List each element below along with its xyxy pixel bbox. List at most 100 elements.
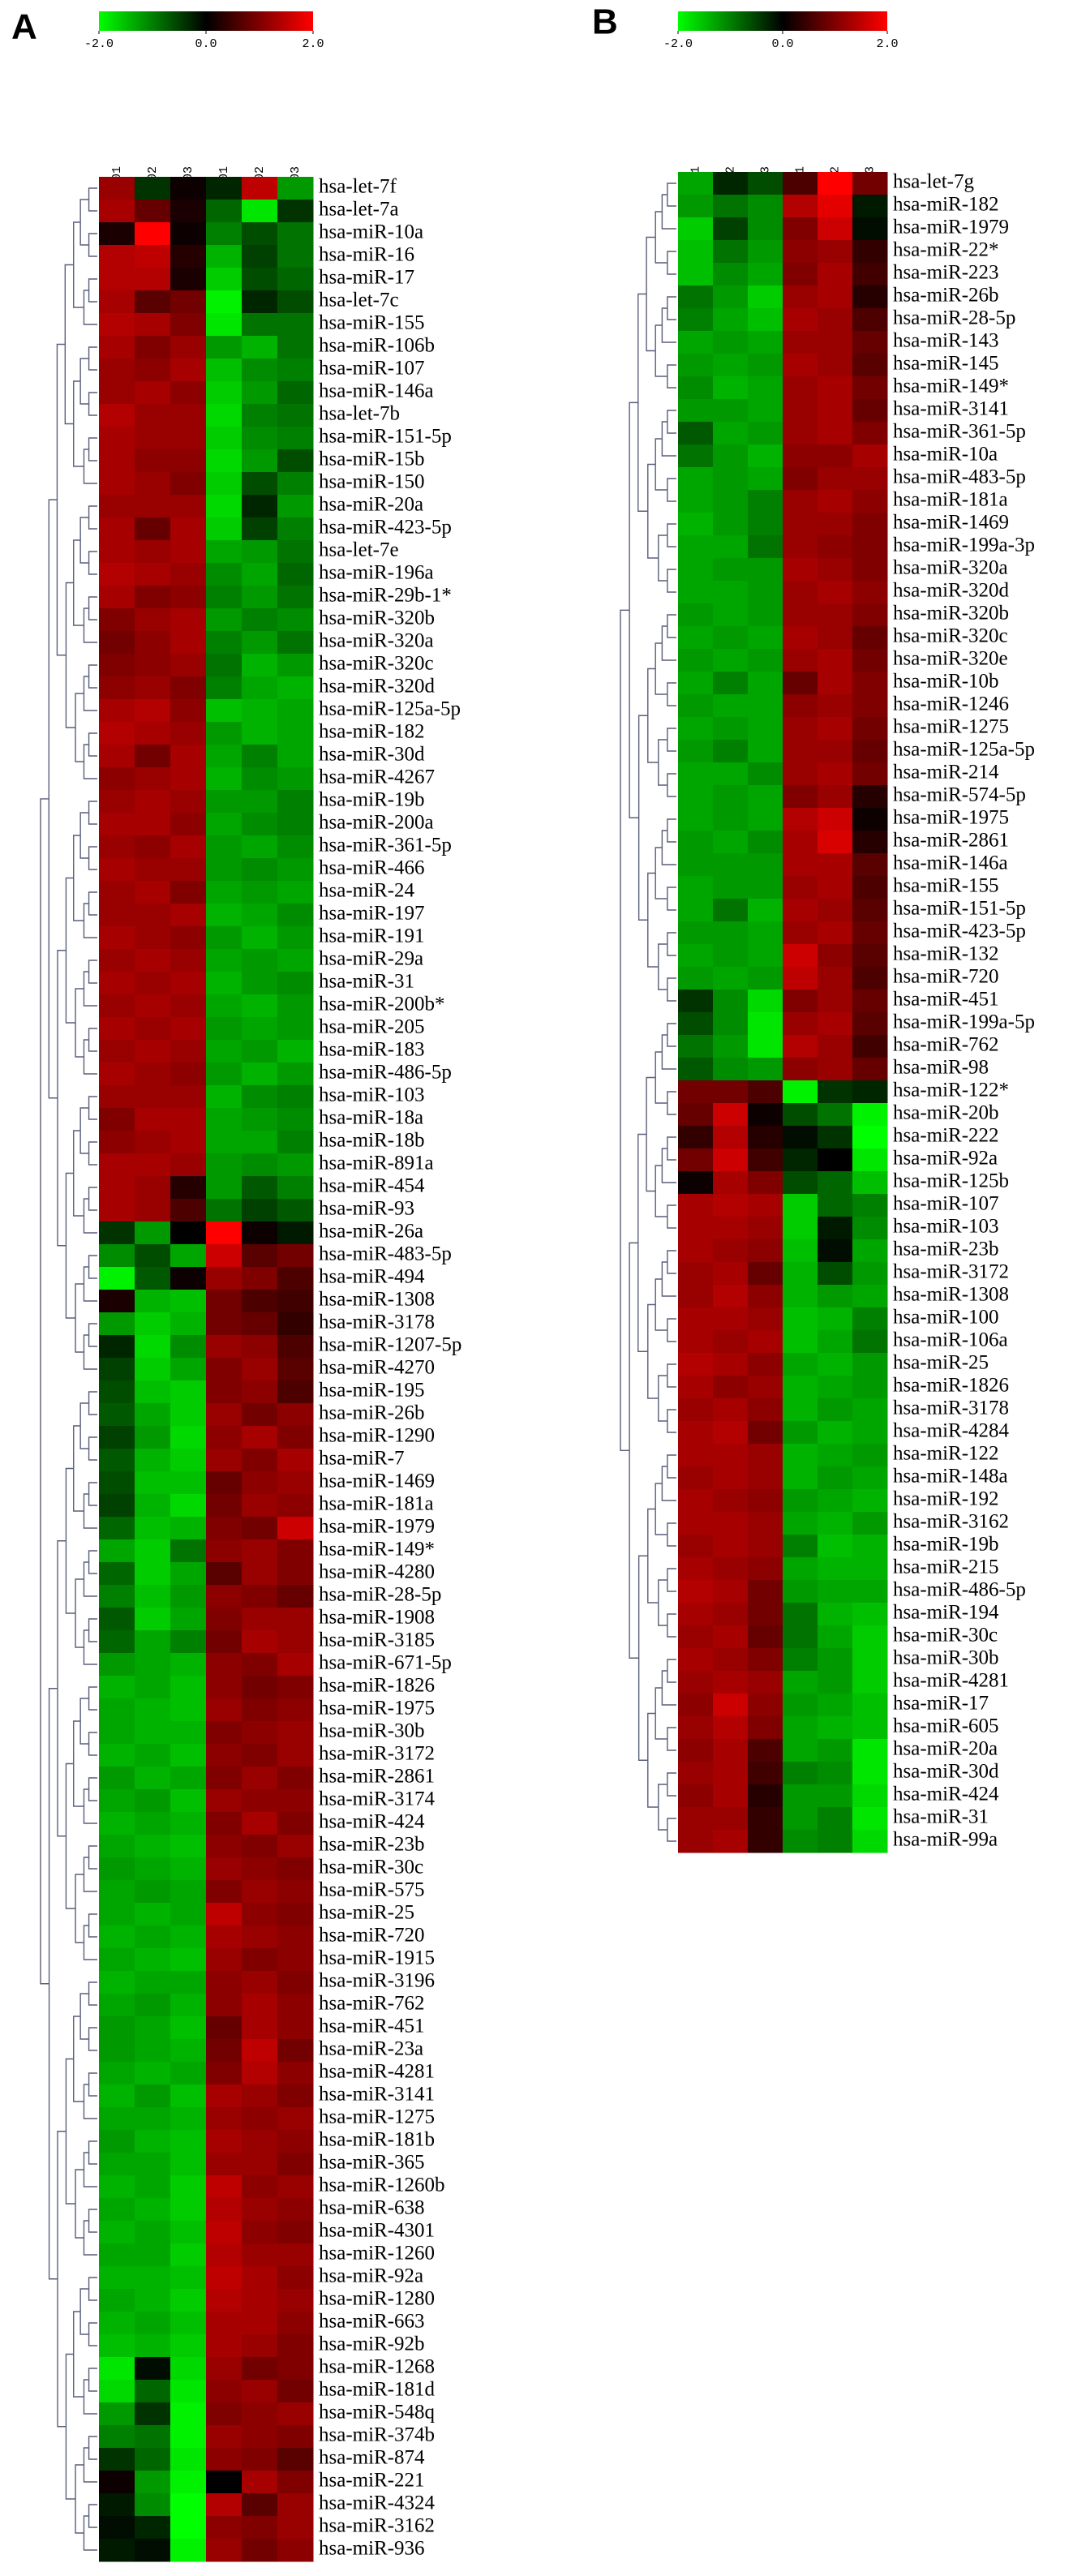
row-label: hsa-miR-197 — [319, 903, 425, 925]
heatmap-cell — [748, 967, 783, 990]
heatmap-cell — [748, 308, 783, 332]
heatmap-cell — [135, 540, 171, 564]
heatmap-cell — [242, 427, 278, 450]
heatmap-cell — [170, 1153, 207, 1177]
heatmap-cell — [206, 177, 242, 200]
heatmap-cell — [135, 1131, 171, 1154]
heatmap-cell — [99, 1971, 135, 1994]
heatmap-cell — [135, 2334, 171, 2358]
heatmap-cell — [242, 2516, 278, 2540]
heatmap-cell — [99, 200, 135, 223]
heatmap-cell — [170, 177, 207, 200]
heatmap-cell — [748, 1148, 783, 1172]
heatmap-cell — [783, 1694, 818, 1717]
dendrogram-branch — [647, 1508, 659, 1604]
row-label: hsa-miR-936 — [319, 2538, 425, 2560]
row-label: hsa-miR-10a — [319, 221, 423, 243]
heatmap-cell — [783, 331, 818, 354]
heatmap-cell — [748, 1398, 783, 1422]
heatmap-cell — [748, 1262, 783, 1286]
heatmap-cell — [748, 1239, 783, 1263]
heatmap-cell — [783, 1194, 818, 1217]
dendrogram-branch — [83, 1493, 97, 1529]
heatmap-cell — [748, 422, 783, 445]
heatmap-cell — [277, 1517, 314, 1540]
dendrogram-branch — [88, 2209, 97, 2233]
heatmap-cell — [713, 581, 749, 604]
dendrogram-branch — [667, 364, 676, 389]
heatmap-cell — [852, 195, 888, 218]
heatmap-cell — [277, 1244, 314, 1268]
row-label: hsa-miR-3162 — [893, 1511, 1009, 1533]
heatmap-cell — [678, 808, 714, 831]
heatmap-cell — [99, 2425, 135, 2449]
heatmap-cell — [99, 858, 135, 882]
heatmap-cell — [135, 722, 171, 745]
heatmap-cell — [818, 1376, 853, 1399]
dendrogram-branch — [629, 1242, 639, 1659]
dendrogram-branch — [88, 1845, 97, 1870]
heatmap-cell — [852, 899, 888, 922]
heatmap-cell — [852, 990, 888, 1013]
row-label: hsa-miR-29a — [319, 948, 423, 970]
row-label: hsa-miR-19b — [319, 789, 425, 811]
row-label: hsa-miR-148a — [893, 1466, 1008, 1488]
heatmap-cell — [713, 1762, 749, 1785]
row-label: hsa-miR-16 — [319, 244, 414, 266]
heatmap-cell — [99, 1426, 135, 1449]
heatmap-cell — [242, 1744, 278, 1767]
heatmap-cell — [277, 2107, 314, 2131]
dendrogram-branch — [647, 668, 659, 763]
heatmap-cell — [713, 626, 749, 650]
heatmap-cell — [852, 1444, 888, 1467]
heatmap-cell — [170, 1085, 207, 1109]
heatmap-cell — [242, 654, 278, 677]
heatmap-cell — [206, 1653, 242, 1677]
heatmap-cell — [170, 1290, 207, 1313]
heatmap-cell — [242, 2402, 278, 2426]
heatmap-cell — [713, 195, 749, 218]
heatmap-cell — [818, 399, 853, 423]
heatmap-cell — [818, 354, 853, 377]
heatmap-cell — [783, 876, 818, 899]
heatmap-cell — [99, 563, 135, 586]
dendrogram-branch — [667, 887, 676, 911]
dendrogram-branch — [667, 728, 676, 752]
heatmap-cell — [242, 1562, 278, 1586]
heatmap-cell — [713, 1784, 749, 1808]
heatmap-cell — [713, 1148, 749, 1172]
heatmap-cell — [242, 1153, 278, 1177]
dendrogram-branch — [646, 1076, 656, 1192]
heatmap-cell — [852, 1535, 888, 1558]
dendrogram-branch — [83, 1857, 97, 1892]
heatmap-cell — [206, 427, 242, 450]
dendrogram-branch — [83, 2447, 97, 2483]
heatmap-cell — [818, 944, 853, 968]
heatmap-cell — [678, 1671, 714, 1694]
heatmap-cell — [206, 1971, 242, 1994]
row-label: hsa-miR-423-5p — [319, 517, 452, 539]
heatmap-cell — [748, 899, 783, 922]
row-label: hsa-miR-150 — [319, 471, 425, 493]
row-label: hsa-miR-26b — [319, 1402, 425, 1424]
heatmap-cell — [678, 1307, 714, 1331]
heatmap-cell — [242, 1812, 278, 1835]
heatmap-cell — [242, 2380, 278, 2403]
row-label: hsa-miR-92a — [319, 2265, 423, 2287]
heatmap-cell — [242, 1653, 278, 1677]
dendrogram-branch — [83, 1039, 97, 1075]
row-label: hsa-let-7c — [319, 290, 399, 311]
dendrogram-branch — [83, 2084, 97, 2119]
dendrogram-branch — [75, 988, 84, 1058]
heatmap-cell — [783, 558, 818, 582]
heatmap-cell — [678, 1058, 714, 1081]
heatmap-cell — [852, 831, 888, 854]
heatmap-cell — [852, 1807, 888, 1831]
heatmap-cell — [852, 399, 888, 423]
dendrogram-branch — [75, 2464, 84, 2534]
heatmap-cell — [277, 1403, 314, 1427]
heatmap-cell — [277, 1926, 314, 1949]
row-label: hsa-miR-18b — [319, 1130, 425, 1152]
heatmap-cell — [170, 699, 207, 723]
heatmap-cell — [852, 1694, 888, 1717]
